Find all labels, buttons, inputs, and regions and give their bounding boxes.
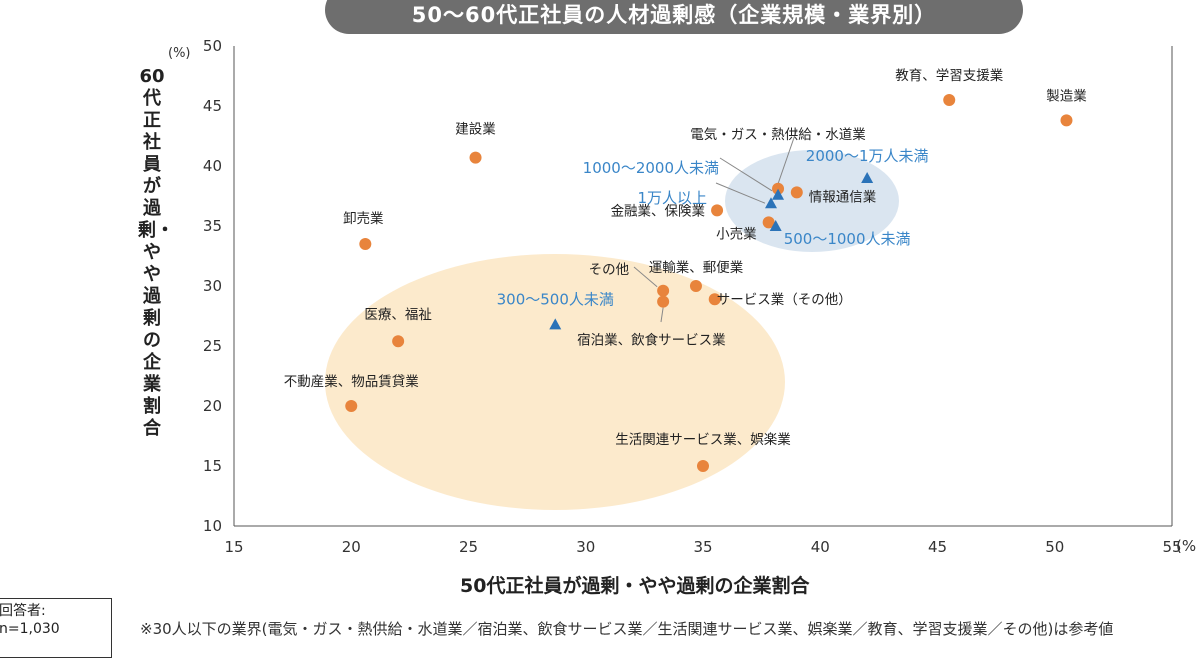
- x-tick-label: 35: [693, 538, 712, 556]
- industry-label: 宿泊業、飲食サービス業: [577, 332, 726, 349]
- industry-label: 製造業: [1046, 88, 1087, 104]
- x-tick-label: 15: [224, 538, 243, 556]
- x-tick-label: 55: [1162, 538, 1181, 556]
- leader-line: [633, 266, 658, 288]
- industry-label: 医療、福祉: [364, 306, 432, 323]
- x-tick-label: 25: [459, 538, 478, 556]
- industry-point: [708, 293, 721, 306]
- industry-point: [359, 238, 372, 250]
- industry-label: 小売業: [716, 226, 757, 242]
- y-tick-label: 10: [203, 517, 222, 535]
- company-size-point: [549, 318, 562, 330]
- industry-label: 運輸業、郵便業: [649, 260, 744, 276]
- y-tick-label: 30: [203, 277, 222, 295]
- leader-line: [715, 182, 766, 204]
- company-size-point: [772, 188, 785, 200]
- y-tick-label: 15: [203, 457, 222, 475]
- y-tick-label: 25: [203, 337, 222, 355]
- company-size-point: [769, 220, 782, 231]
- industry-point: [657, 284, 670, 297]
- company-size-label: 1万人以上: [637, 189, 707, 207]
- x-tick-label: 45: [928, 538, 947, 556]
- industry-label: 教育、学習支援業: [895, 68, 1003, 84]
- industry-point: [943, 94, 956, 106]
- y-axis-title: 60代正社員が過剰・やや過剰の企業割合: [138, 66, 174, 439]
- industry-point: [711, 204, 724, 217]
- industry-label: 卸売業: [343, 211, 384, 227]
- industry-point: [657, 295, 670, 308]
- company-size-label: 2000～1万人未満: [806, 147, 929, 165]
- x-tick-label: 20: [342, 538, 361, 556]
- industry-label: その他: [589, 262, 630, 278]
- y-tick-label: 35: [203, 217, 222, 235]
- industry-point: [392, 335, 405, 348]
- company-size-point: [765, 197, 778, 209]
- company-size-label: 1000～2000人未満: [583, 159, 719, 177]
- leader-line: [660, 307, 664, 323]
- company-size-label: 500～1000人未満: [784, 230, 911, 248]
- respondent-label: 回答者:: [0, 603, 46, 619]
- industry-label: 建設業: [455, 122, 496, 138]
- industry-point: [689, 280, 702, 292]
- y-tick-label: 40: [203, 157, 222, 175]
- y-unit-label: (%): [168, 46, 191, 61]
- x-tick-label: 30: [576, 538, 595, 556]
- industry-label: サービス業（その他）: [717, 292, 852, 308]
- industry-point: [790, 186, 803, 199]
- x-axis-title: 50代正社員が過剰・やや過剰の企業割合: [460, 575, 810, 597]
- y-tick-label: 50: [203, 37, 222, 55]
- company-size-label: 300～500人未満: [497, 290, 614, 308]
- industry-point: [1060, 114, 1073, 127]
- highlight-ellipse-small-firms: [325, 254, 785, 510]
- industry-label: 情報通信業: [809, 189, 877, 205]
- company-size-point: [861, 172, 874, 183]
- chart-title: 50～60代正社員の人材過剰感（企業規模・業界別）: [325, 0, 1023, 34]
- industry-label: 電気・ガス・熱供給・水道業: [690, 127, 866, 143]
- leader-line: [719, 157, 773, 192]
- y-tick-label: 20: [203, 397, 222, 415]
- industry-point: [345, 400, 358, 412]
- x-unit-label: (%: [1176, 537, 1196, 555]
- x-tick-label: 40: [811, 538, 830, 556]
- leader-line: [777, 128, 798, 184]
- respondent-box: 回答者: n=1,030: [0, 598, 112, 658]
- industry-label: 金融業、保険業: [611, 203, 706, 219]
- industry-point: [762, 216, 775, 229]
- x-tick-label: 50: [1045, 538, 1064, 556]
- industry-label: 不動産業、物品賃貸業: [284, 374, 419, 390]
- industry-label: 生活関連サービス業、娯楽業: [615, 432, 791, 448]
- industry-point: [469, 151, 482, 164]
- respondent-count: n=1,030: [0, 621, 60, 637]
- y-tick-label: 45: [203, 97, 222, 115]
- industry-point: [697, 460, 709, 472]
- footnote: ※30人以下の業界(電気・ガス・熱供給・水道業／宿泊業、飲食サービス業／生活関連…: [140, 620, 1114, 638]
